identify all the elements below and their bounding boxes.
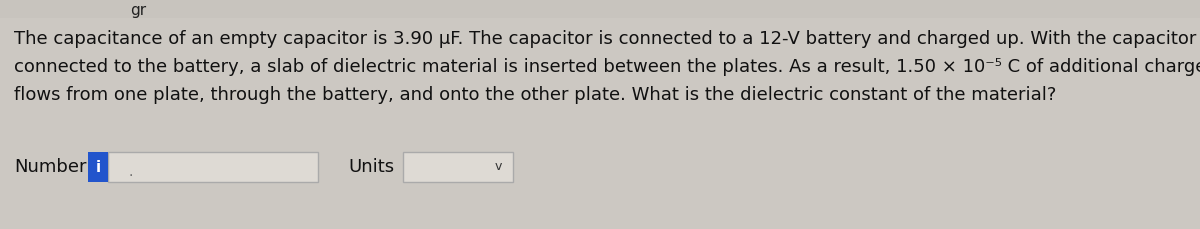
FancyBboxPatch shape [108,152,318,182]
Text: The capacitance of an empty capacitor is 3.90 μF. The capacitor is connected to : The capacitance of an empty capacitor is… [14,30,1196,48]
Text: connected to the battery, a slab of dielectric material is inserted between the : connected to the battery, a slab of diel… [14,58,1200,76]
Text: flows from one plate, through the battery, and onto the other plate. What is the: flows from one plate, through the batter… [14,86,1056,104]
Text: v: v [494,161,502,174]
FancyBboxPatch shape [403,152,514,182]
Text: gr: gr [130,3,146,17]
Bar [88,152,108,182]
Text: Number: Number [14,158,86,176]
Text: .: . [128,165,132,179]
Text: Units: Units [348,158,394,176]
Text: i: i [96,160,101,174]
Bar [0,0,1200,18]
